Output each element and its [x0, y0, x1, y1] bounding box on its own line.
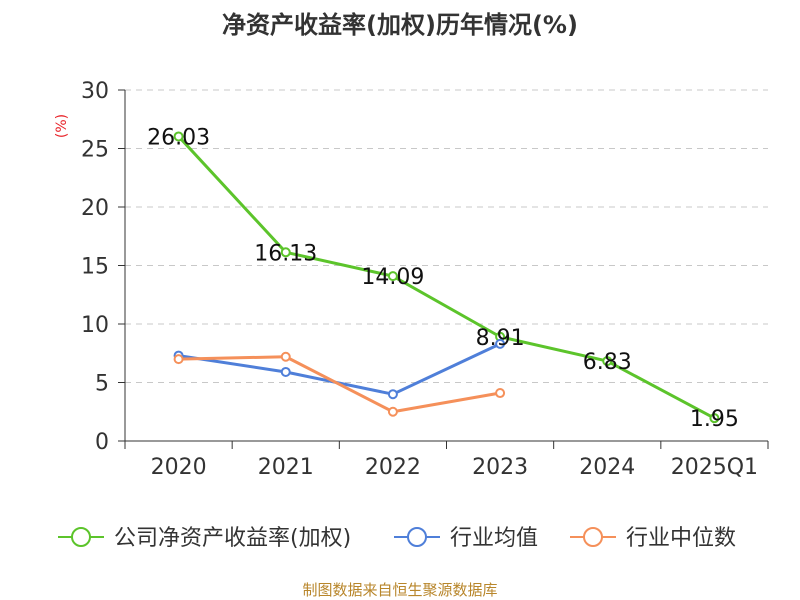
y-tick-label-20: 20: [81, 196, 109, 221]
data-label-2023: 8.91: [476, 326, 525, 351]
legend: 公司净资产收益率(加权) 行业均值 行业中位数: [58, 526, 736, 551]
data-point-1-2023: [495, 338, 506, 349]
legend-label-0: 公司净资产收益率(加权): [114, 526, 351, 551]
legend-label-2: 行业中位数: [626, 526, 736, 551]
y-tick-label-30: 30: [81, 79, 109, 104]
source-note: 制图数据来自恒生聚源数据库: [302, 581, 497, 599]
y-tick-label-10: 10: [81, 313, 109, 338]
legend-marker-0: [71, 527, 91, 547]
series-line-2: [178, 355, 501, 414]
legend-label-1: 行业均值: [450, 526, 538, 551]
data-label-2024: 6.83: [583, 350, 632, 375]
y-tick-label-0: 0: [95, 430, 109, 455]
data-point-1-2022: [387, 389, 398, 400]
x-tick-label-2020: 2020: [151, 455, 207, 480]
series-line-1: [178, 342, 501, 396]
data-labels: 26.03 16.13 14.09 8.91 6.83 1.95: [147, 125, 739, 432]
data-point-0-2025Q1: [709, 413, 720, 424]
y-tick-label-5: 5: [95, 372, 109, 397]
x-tick-label-2023: 2023: [472, 455, 528, 480]
data-point-0-2022: [387, 271, 398, 282]
data-point-0-2020: [173, 131, 184, 142]
y-tick-label-15: 15: [81, 255, 109, 280]
data-label-2021: 16.13: [254, 241, 317, 266]
data-label-2020: 26.03: [147, 125, 210, 150]
x-tick-label-2024: 2024: [579, 455, 635, 480]
y-tick-label-25: 25: [81, 138, 109, 163]
x-tick-label-2022: 2022: [365, 455, 421, 480]
chart-title: 净资产收益率(加权)历年情况(%): [222, 11, 578, 39]
data-point-2-2023: [495, 388, 506, 399]
series-line-0: [177, 135, 716, 420]
series-group: [173, 131, 720, 424]
x-tick-label-2021: 2021: [258, 455, 314, 480]
gridlines: [125, 89, 768, 383]
data-point-1-2021: [280, 366, 291, 377]
data-label-2025Q1: 1.95: [690, 407, 739, 432]
legend-marker-1: [407, 527, 427, 547]
data-point-2-2022: [387, 406, 398, 417]
data-point-2-2020: [173, 354, 184, 365]
axes: 0 5 10 15 20 25 30 2020 2021 2022 2023 2024 2025Q1: [81, 79, 769, 480]
x-tick-label-2025Q1: 2025Q1: [671, 455, 758, 480]
data-point-2-2021: [280, 351, 291, 362]
data-point-0-2021: [280, 247, 291, 258]
y-axis-unit: (%): [54, 114, 70, 138]
data-point-0-2024: [602, 356, 613, 367]
legend-marker-2: [583, 527, 603, 547]
data-label-2022: 14.09: [361, 265, 424, 290]
